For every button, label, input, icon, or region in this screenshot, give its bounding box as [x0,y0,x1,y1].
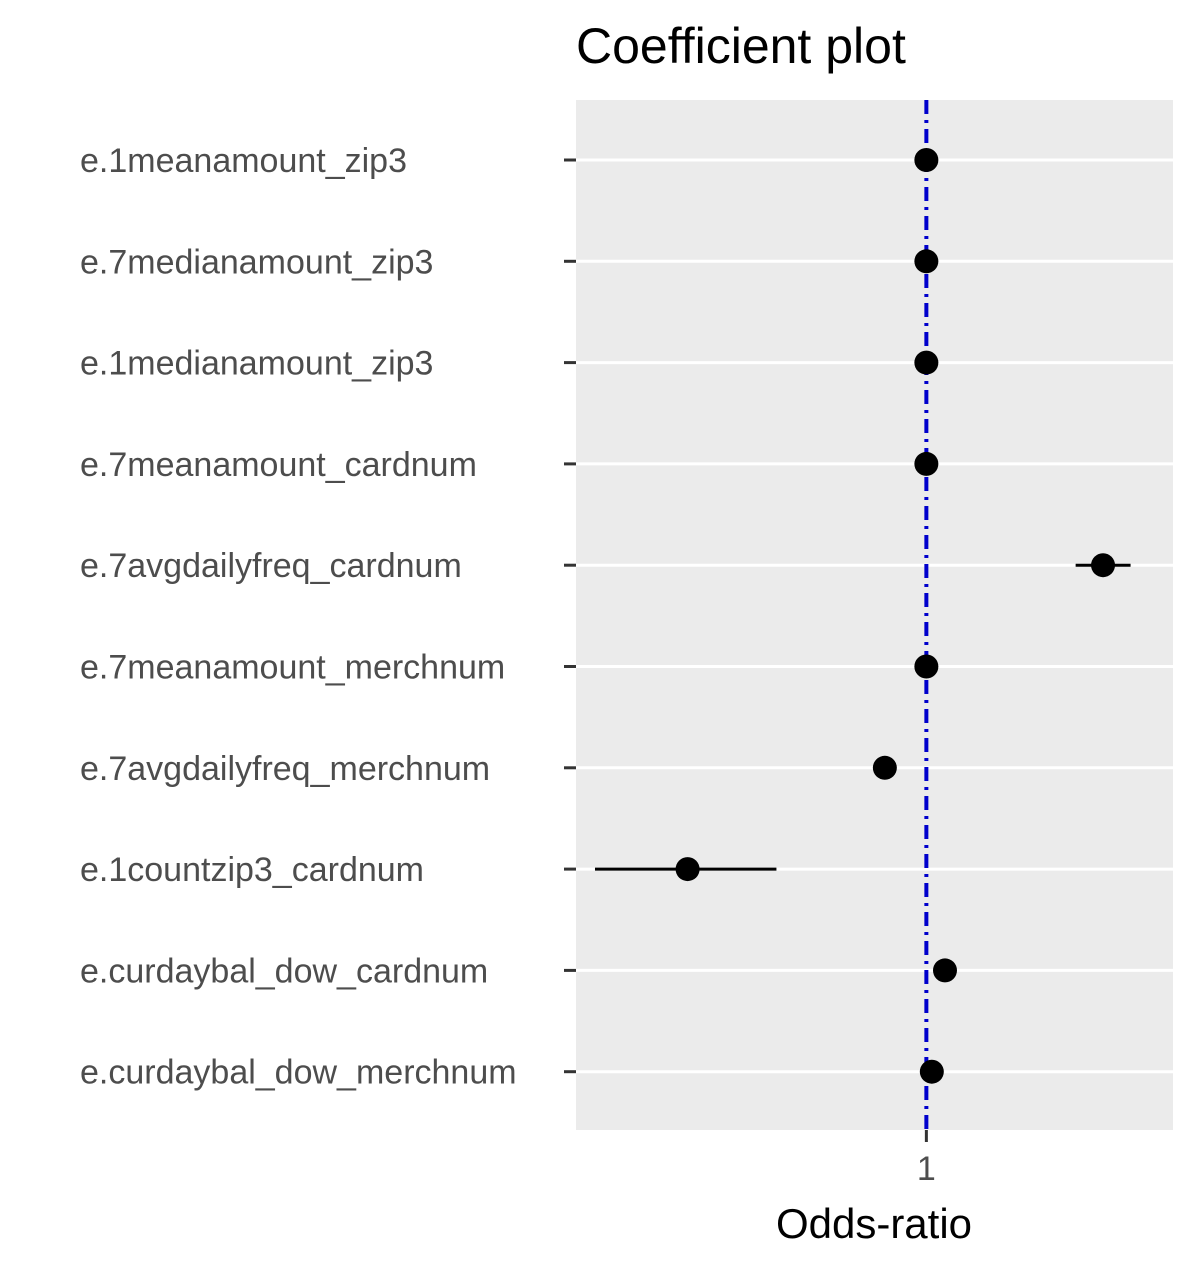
x-axis: 1 [917,1130,936,1188]
y-tick-label: e.7medianamount_zip3 [80,243,433,281]
y-tick-label: e.1medianamount_zip3 [80,345,433,383]
x-tick-label: 1 [917,1150,936,1188]
coefficient-point [914,249,939,274]
y-tick-label: e.7meanamount_merchnum [80,649,505,687]
coefficient-marks [594,148,1131,1084]
y-tick-label: e.1meanamount_zip3 [80,142,407,180]
x-axis-title: Odds-ratio [776,1200,972,1247]
coefficient-point [914,451,939,476]
y-tick-label: e.curdaybal_dow_cardnum [80,952,488,990]
plot-panel [576,100,1173,1130]
gridlines [576,158,1173,1074]
coefficient-point [919,1059,944,1084]
coefficient-point [914,350,939,375]
coefficient-point [1091,553,1116,578]
y-tick-label: e.1countzip3_cardnum [80,851,424,889]
coefficient-point [914,654,939,679]
coefficient-point [914,148,939,172]
chart-title: Coefficient plot [576,18,906,74]
y-tick-label: e.7meanamount_cardnum [80,446,477,484]
coefficient-point [675,857,700,882]
y-tick-label: e.7avgdailyfreq_cardnum [80,547,462,585]
y-tick-label: e.curdaybal_dow_merchnum [80,1054,517,1092]
y-axis: e.1meanamount_zip3 e.7medianamount_zip3 e.… [80,142,576,1092]
coefficient-point [872,755,897,780]
y-tick-label: e.7avgdailyfreq_merchnum [80,750,490,788]
coefficient-point [932,958,957,983]
